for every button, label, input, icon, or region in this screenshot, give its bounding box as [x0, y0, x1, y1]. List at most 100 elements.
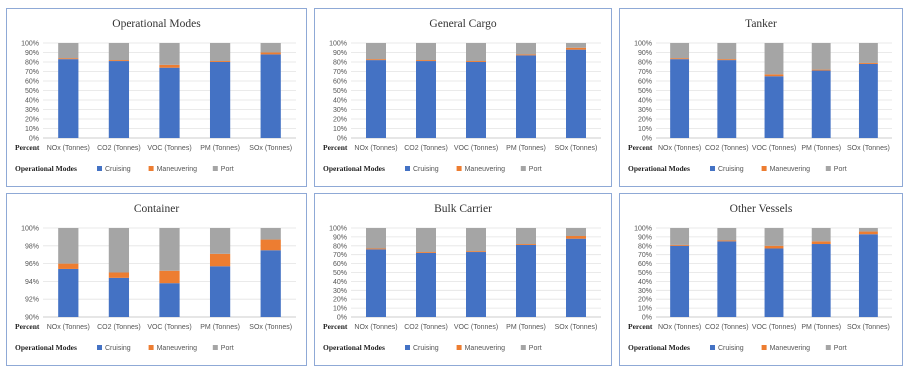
- y-tick-label: 40%: [638, 279, 652, 286]
- y-tick-label: 92%: [25, 297, 39, 304]
- x-category-label: NOx (Tonnes): [354, 145, 397, 152]
- x-category-label: SOx (Tonnes): [249, 324, 292, 331]
- y-tick-label: 80%: [638, 243, 652, 250]
- y-tick-label: 70%: [333, 69, 347, 76]
- bar-cruising-pm-tonnes: [516, 244, 536, 317]
- bar-port-sox-tonnes: [858, 228, 878, 232]
- legend-title: Operational Modes: [15, 343, 77, 352]
- bar-cruising-voc-tonnes: [159, 67, 180, 138]
- bar-cruising-sox-tonnes: [260, 54, 281, 138]
- bar-port-pm-tonnes: [209, 43, 231, 62]
- legend-swatch-maneuvering: [761, 166, 767, 171]
- y-tick-label: 40%: [638, 98, 652, 105]
- bar-port-pm-tonnes: [811, 43, 831, 70]
- bar-cruising-sox-tonnes: [260, 250, 281, 317]
- bar-maneuvering-nox-tonnes: [366, 248, 386, 250]
- percent-label: Percent: [323, 322, 348, 331]
- y-tick-label: 20%: [333, 117, 347, 124]
- bar-cruising-co2-tonnes: [416, 61, 436, 138]
- y-tick-label: 100%: [21, 41, 39, 48]
- bar-cruising-nox-tonnes: [58, 59, 79, 138]
- percent-label: Percent: [15, 322, 40, 331]
- y-tick-label: 50%: [25, 88, 39, 95]
- y-tick-label: 80%: [333, 243, 347, 250]
- x-category-label: PM (Tonnes): [506, 324, 546, 331]
- bar-port-co2-tonnes: [717, 43, 737, 60]
- legend-title: Operational Modes: [628, 164, 690, 173]
- chart-title: Operational Modes: [112, 18, 201, 30]
- x-category-label: CO2 (Tonnes): [705, 324, 749, 331]
- legend-swatch-cruising: [710, 166, 715, 171]
- chart-panel-operational-modes: Operational Modes 0% 10% 20% 30% 40% 50% 60% 70%…: [6, 8, 307, 187]
- y-tick-label: 20%: [638, 297, 652, 304]
- x-category-label: VOC (Tonnes): [454, 145, 498, 152]
- legend-label-maneuvering: Maneuvering: [465, 345, 506, 352]
- bar-port-voc-tonnes: [466, 228, 486, 252]
- bar-maneuvering-sox-tonnes: [858, 231, 878, 235]
- y-tick-label: 100%: [21, 226, 39, 233]
- bar-maneuvering-nox-tonnes: [366, 59, 386, 61]
- bar-port-sox-tonnes: [260, 43, 281, 53]
- legend-swatch-cruising: [97, 166, 102, 171]
- chart-panel-other-vessels: Other Vessels 0% 10% 20% 30% 40% 50% 60% 70% 80% 9…: [619, 193, 903, 366]
- x-category-label: NOx (Tonnes): [658, 324, 701, 331]
- x-category-label: CO2 (Tonnes): [705, 145, 749, 152]
- bar-cruising-nox-tonnes: [670, 245, 690, 317]
- legend-swatch-cruising: [405, 166, 410, 171]
- y-tick-label: 60%: [638, 79, 652, 86]
- bar-maneuvering-nox-tonnes: [670, 58, 690, 60]
- y-tick-label: 20%: [638, 117, 652, 124]
- percent-label: Percent: [15, 143, 40, 152]
- bar-cruising-voc-tonnes: [764, 248, 784, 317]
- legend-label-maneuvering: Maneuvering: [465, 166, 506, 173]
- y-tick-label: 10%: [333, 126, 347, 133]
- x-category-label: VOC (Tonnes): [752, 324, 796, 331]
- x-category-label: SOx (Tonnes): [847, 324, 890, 331]
- legend-label-maneuvering: Maneuvering: [770, 345, 811, 352]
- bar-port-co2-tonnes: [717, 228, 737, 241]
- bar-port-pm-tonnes: [516, 228, 536, 245]
- y-tick-label: 100%: [329, 41, 347, 48]
- y-tick-label: 20%: [333, 297, 347, 304]
- x-category-label: PM (Tonnes): [506, 145, 546, 152]
- bar-port-nox-tonnes: [58, 43, 79, 59]
- y-tick-label: 10%: [638, 306, 652, 313]
- bar-cruising-co2-tonnes: [416, 252, 436, 317]
- legend-title: Operational Modes: [15, 164, 77, 173]
- y-tick-label: 40%: [333, 279, 347, 286]
- y-tick-label: 90%: [638, 50, 652, 57]
- bar-maneuvering-voc-tonnes: [466, 251, 486, 253]
- bar-cruising-sox-tonnes: [566, 238, 586, 317]
- bar-port-nox-tonnes: [670, 43, 690, 59]
- bar-port-nox-tonnes: [366, 43, 386, 60]
- bar-cruising-co2-tonnes: [108, 61, 130, 138]
- bar-port-nox-tonnes: [366, 228, 386, 249]
- chart-title: General Cargo: [429, 18, 496, 30]
- legend-label-cruising: Cruising: [413, 345, 439, 352]
- y-tick-label: 30%: [638, 107, 652, 114]
- x-category-label: VOC (Tonnes): [454, 324, 498, 331]
- y-tick-label: 20%: [25, 117, 39, 124]
- y-tick-label: 80%: [638, 60, 652, 67]
- chart-svg: General Cargo 0% 10% 20% 30% 40% 50% 60% 70% 80% 9…: [323, 18, 601, 173]
- bar-maneuvering-pm-tonnes: [209, 61, 231, 62]
- bar-port-voc-tonnes: [764, 228, 784, 246]
- bar-maneuvering-voc-tonnes: [159, 270, 180, 284]
- y-tick-label: 100%: [634, 41, 652, 48]
- legend-label-port: Port: [529, 345, 542, 352]
- y-tick-label: 30%: [333, 107, 347, 114]
- y-tick-label: 50%: [333, 270, 347, 277]
- x-category-label: CO2 (Tonnes): [97, 145, 141, 152]
- y-tick-label: 60%: [333, 79, 347, 86]
- y-tick-label: 50%: [333, 88, 347, 95]
- y-tick-label: 90%: [25, 315, 39, 322]
- y-tick-label: 10%: [333, 306, 347, 313]
- chart-title: Tanker: [745, 18, 777, 30]
- chart-panel-container: Container 90% 92% 94% 96% 98% 100% NOx (Tonnes)…: [6, 193, 307, 366]
- bar-maneuvering-pm-tonnes: [811, 69, 831, 71]
- y-tick-label: 70%: [333, 252, 347, 259]
- x-category-label: CO2 (Tonnes): [404, 324, 448, 331]
- bar-maneuvering-pm-tonnes: [209, 253, 231, 267]
- bar-port-co2-tonnes: [416, 228, 436, 253]
- x-category-label: SOx (Tonnes): [249, 145, 292, 152]
